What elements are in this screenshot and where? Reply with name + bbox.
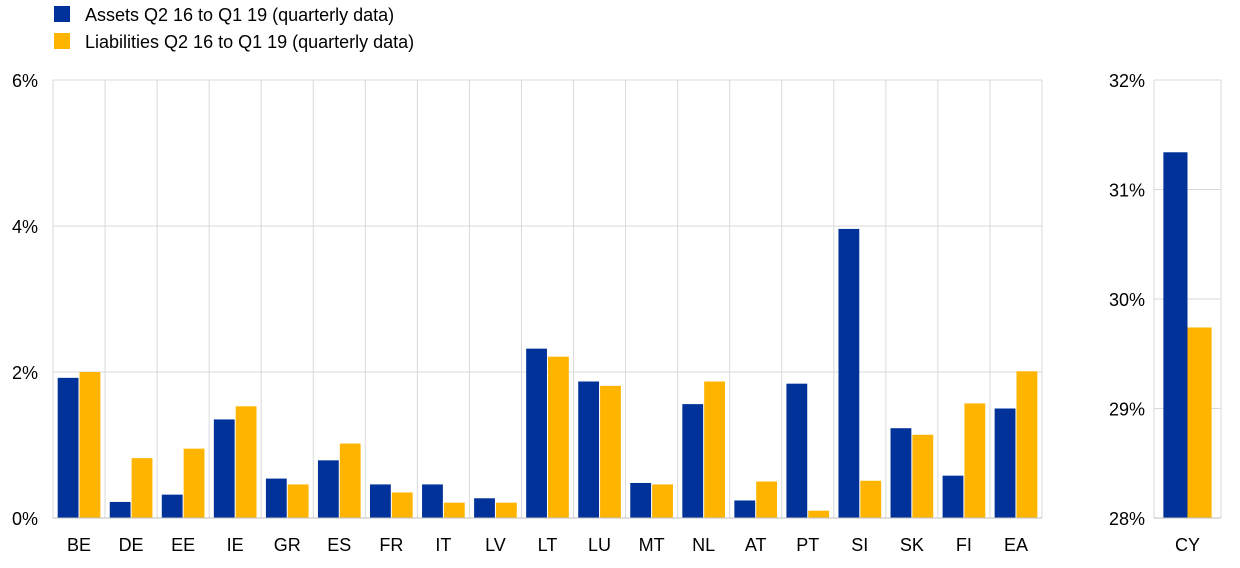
x-tick-label-lu: LU xyxy=(588,535,611,555)
bar-assets-lu xyxy=(578,381,600,518)
main-plot: 0% 2% 4% 6% BE DE EE IE GR ES FR IT LV LT LU MT NL AT PT SI… xyxy=(12,71,1043,555)
bar-liabilities-de xyxy=(131,458,153,518)
y-tick-label: 31% xyxy=(1109,181,1145,201)
y-tick-label: 4% xyxy=(12,217,38,237)
x-tick-label-ea: EA xyxy=(1004,535,1028,555)
x-tick-label-it: IT xyxy=(435,535,451,555)
x-tick-label-mt: MT xyxy=(639,535,665,555)
legend-label-assets: Assets Q2 16 to Q1 19 (quarterly data) xyxy=(85,5,394,25)
bar-assets-gr xyxy=(265,478,287,518)
legend-swatch-assets xyxy=(54,6,70,22)
bar-liabilities-si xyxy=(860,480,882,518)
bar-assets-lv xyxy=(474,498,495,518)
y-tick-label: 2% xyxy=(12,363,38,383)
y-tick-label: 30% xyxy=(1109,290,1145,310)
bar-assets-ie xyxy=(213,419,235,518)
bar-liabilities-gr xyxy=(287,484,309,518)
bar-assets-de xyxy=(109,501,131,518)
bar-liabilities-lt xyxy=(548,356,569,518)
bar-liabilities-lu xyxy=(600,385,621,518)
bar-liabilities-ea xyxy=(1016,371,1038,518)
bar-liabilities-nl xyxy=(704,381,725,518)
x-tick-label-fr: FR xyxy=(379,535,403,555)
bar-assets-at xyxy=(734,500,756,518)
bar-assets-it xyxy=(422,484,443,518)
bar-assets-lt xyxy=(526,348,547,518)
bar-assets-be xyxy=(57,377,79,518)
bar-assets-si xyxy=(838,228,860,519)
bar-liabilities-es xyxy=(339,443,361,518)
x-tick-label-lv: LV xyxy=(485,535,506,555)
bar-assets-cy xyxy=(1163,152,1188,518)
x-tick-label-de: DE xyxy=(119,535,144,555)
bar-assets-fr xyxy=(370,484,391,518)
bar-assets-sk xyxy=(890,428,912,518)
y-tick-label: 0% xyxy=(12,509,38,529)
bar-liabilities-sk xyxy=(912,434,934,518)
y-tick-label: 28% xyxy=(1109,509,1145,529)
x-tick-label-si: SI xyxy=(851,535,868,555)
bar-assets-es xyxy=(317,460,339,518)
bar-assets-fi xyxy=(942,475,964,518)
x-tick-label-pt: PT xyxy=(796,535,819,555)
y-tick-label: 6% xyxy=(12,71,38,91)
bar-liabilities-mt xyxy=(652,484,673,518)
bar-assets-nl xyxy=(682,404,704,518)
y-tick-label: 32% xyxy=(1109,71,1145,91)
x-tick-label-ie: IE xyxy=(227,535,244,555)
bar-liabilities-fr xyxy=(391,492,413,518)
bar-liabilities-it xyxy=(443,502,465,518)
bar-assets-pt xyxy=(786,383,808,518)
bar-liabilities-be xyxy=(79,372,101,518)
bar-liabilities-pt xyxy=(808,510,830,518)
x-tick-label-gr: GR xyxy=(274,535,301,555)
bar-liabilities-cy xyxy=(1187,327,1212,518)
x-tick-label-lt: LT xyxy=(538,535,558,555)
bar-assets-mt xyxy=(630,482,652,518)
bar-liabilities-ie xyxy=(235,406,257,518)
x-tick-label-es: ES xyxy=(327,535,351,555)
x-tick-label-at: AT xyxy=(745,535,767,555)
legend-swatch-liabilities xyxy=(54,33,70,49)
legend-label-liabilities: Liabilities Q2 16 to Q1 19 (quarterly da… xyxy=(85,32,414,52)
x-tick-label-ee: EE xyxy=(171,535,195,555)
x-tick-label-nl: NL xyxy=(692,535,715,555)
cy-plot: 28% 29% 30% 31% 32% CY xyxy=(1109,71,1222,555)
bar-liabilities-ee xyxy=(183,448,205,518)
legend: Assets Q2 16 to Q1 19 (quarterly data) L… xyxy=(54,5,414,52)
bar-assets-ea xyxy=(994,408,1016,518)
bar-liabilities-at xyxy=(756,481,778,518)
y-tick-label: 29% xyxy=(1109,400,1145,420)
bar-assets-ee xyxy=(161,494,183,518)
x-tick-label-cy: CY xyxy=(1175,535,1200,555)
bar-liabilities-lv xyxy=(495,502,517,518)
bar-liabilities-fi xyxy=(964,403,986,518)
x-tick-label-fi: FI xyxy=(956,535,972,555)
x-tick-label-sk: SK xyxy=(900,535,924,555)
x-tick-label-be: BE xyxy=(67,535,91,555)
